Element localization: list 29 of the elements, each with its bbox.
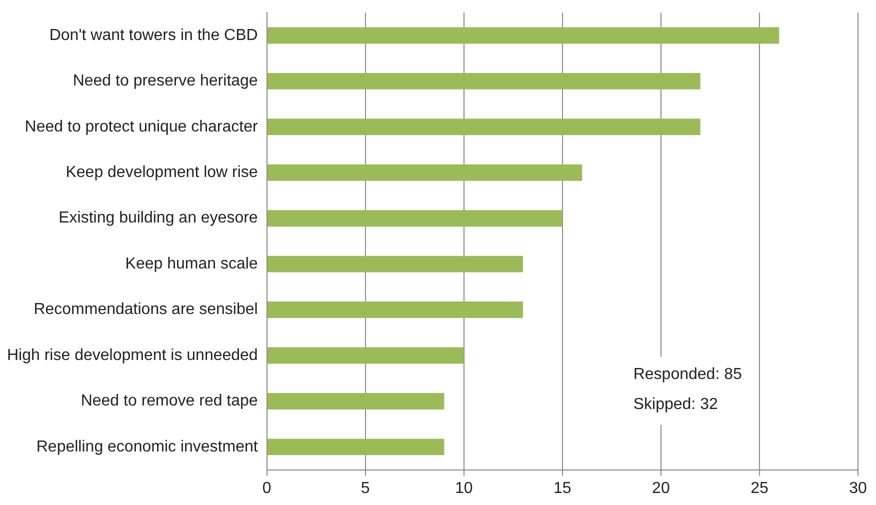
y-tick-label: Need to remove red tape	[80, 392, 258, 410]
bar	[267, 302, 524, 318]
x-tick-label: 10	[454, 480, 473, 497]
bar	[267, 392, 444, 410]
x-tick-label: 0	[262, 480, 272, 497]
y-tick-label: Recommendations are sensibel	[34, 301, 258, 318]
bar	[267, 72, 700, 90]
y-tick-label: Keep human scale	[125, 255, 258, 272]
bar	[267, 347, 464, 364]
y-tick-label: Need to preserve heritage	[72, 72, 258, 90]
bar	[267, 256, 524, 272]
x-tick-label: 5	[360, 480, 370, 497]
annotation: Responded: 85	[633, 366, 742, 384]
x-tick-label: 25	[750, 480, 768, 497]
bar	[267, 118, 700, 136]
x-tick-label: 30	[849, 480, 867, 497]
bar	[267, 210, 562, 227]
x-tick-label: 20	[652, 480, 670, 497]
y-tick-label: Keep development low rise	[66, 164, 258, 182]
y-tick-label: High rise development is unneeded	[7, 346, 258, 364]
y-tick-label: Need to protect unique character	[24, 118, 258, 136]
y-tick-label: Don't want towers in the CBD	[49, 26, 258, 44]
x-tick-label: 15	[554, 480, 572, 497]
y-tick-label: Existing building an eyesore	[58, 210, 258, 227]
y-tick-label: Repelling economic investment	[36, 438, 258, 456]
bar	[267, 27, 780, 44]
bar	[267, 438, 444, 456]
annotation: Skipped: 32	[633, 396, 718, 414]
bar	[267, 164, 582, 181]
